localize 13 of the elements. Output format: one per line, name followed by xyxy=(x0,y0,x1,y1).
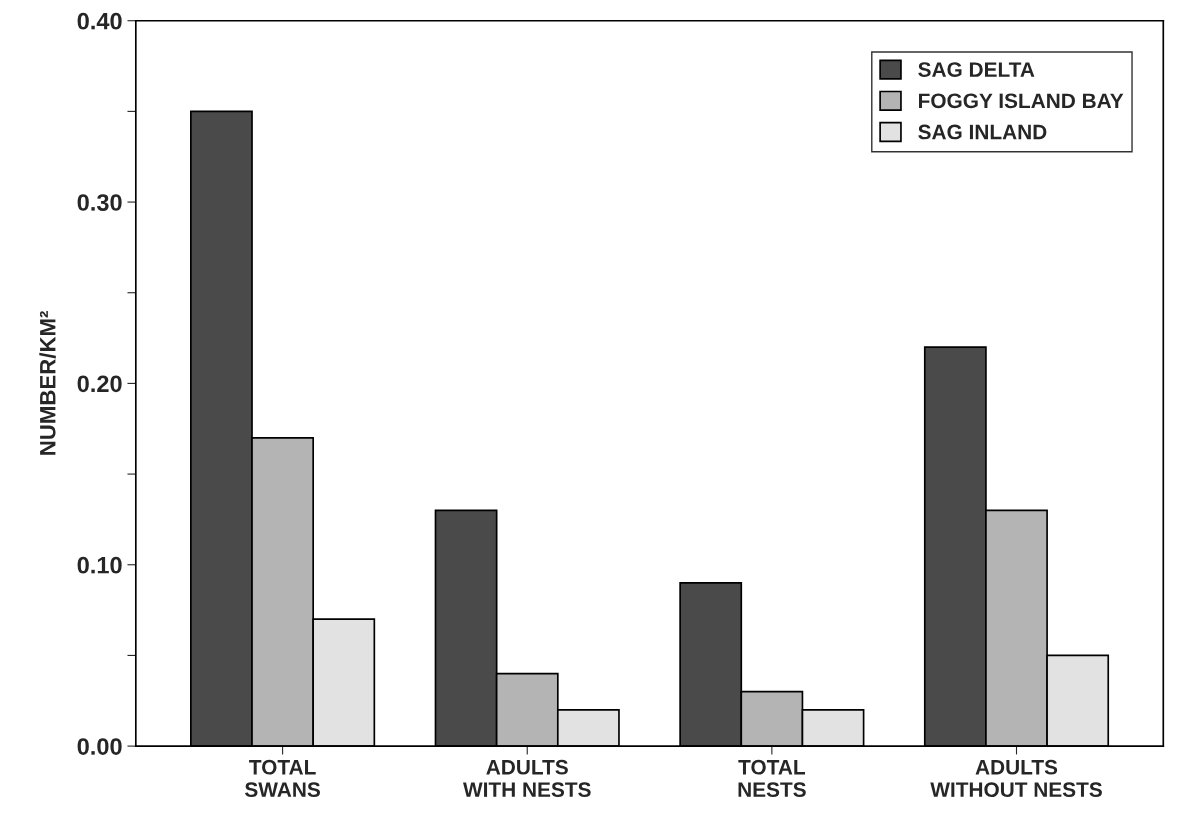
x-tick-label: ADULTS WITH NESTS xyxy=(463,759,591,798)
y-tick-label: 0.40 xyxy=(77,12,122,30)
x-tick-label: ADULTS WITHOUT NESTS xyxy=(930,759,1102,798)
x-tick-label: TOTAL NESTS xyxy=(738,759,806,798)
y-tick-label: 0.00 xyxy=(77,738,122,755)
y-tick-label: 0.20 xyxy=(77,375,122,393)
y-axis-title: NUMBER/KM² xyxy=(39,311,56,455)
legend-label: SAG DELTA xyxy=(918,62,1035,77)
y-tick-label: 0.30 xyxy=(77,194,122,211)
y-tick-label: 0.10 xyxy=(77,556,122,574)
legend-label: FOGGY ISLAND BAY xyxy=(919,93,1124,109)
x-tick-label: TOTAL SWANS xyxy=(244,759,320,798)
legend-label: SAG INLAND xyxy=(918,124,1047,140)
